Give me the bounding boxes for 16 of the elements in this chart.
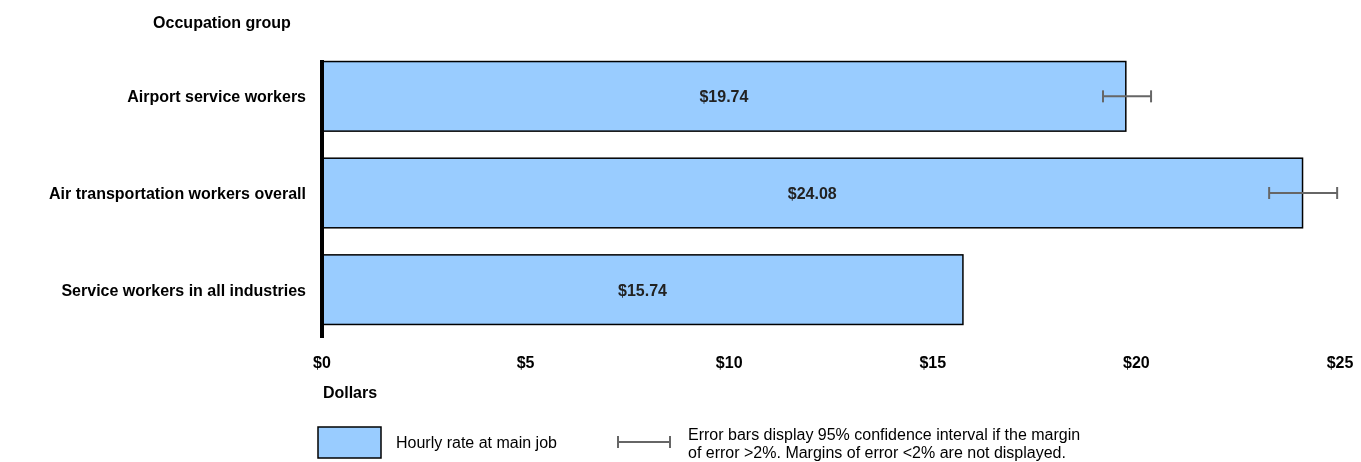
x-tick-label: $10 xyxy=(715,354,743,371)
x-tick-label: $5 xyxy=(516,354,535,371)
y-tick-label: Airport service workers xyxy=(127,88,307,106)
text: Error bars display 95% confidence interval if the margin of error >2%. Margins of error <2% are not displayed. xyxy=(688,426,1081,461)
data-label: $19.74 xyxy=(699,88,749,106)
x-tick-label: $25 xyxy=(1326,354,1354,371)
y-tick-label: Air transportation workers overall xyxy=(49,185,306,202)
x-tick-label: $15 xyxy=(919,354,947,371)
x-axis-title: Dollars xyxy=(322,384,378,401)
legend-label: Hourly rate at main job xyxy=(396,434,558,451)
y-axis-title: Occupation group xyxy=(153,14,292,31)
x-tick-label: $0 xyxy=(313,354,331,371)
data-label: $15.74 xyxy=(618,281,668,299)
data-label: $24.08 xyxy=(787,185,837,202)
y-tick-label: Service workers in all industries xyxy=(61,281,307,299)
x-tick-label: $20 xyxy=(1123,354,1150,371)
